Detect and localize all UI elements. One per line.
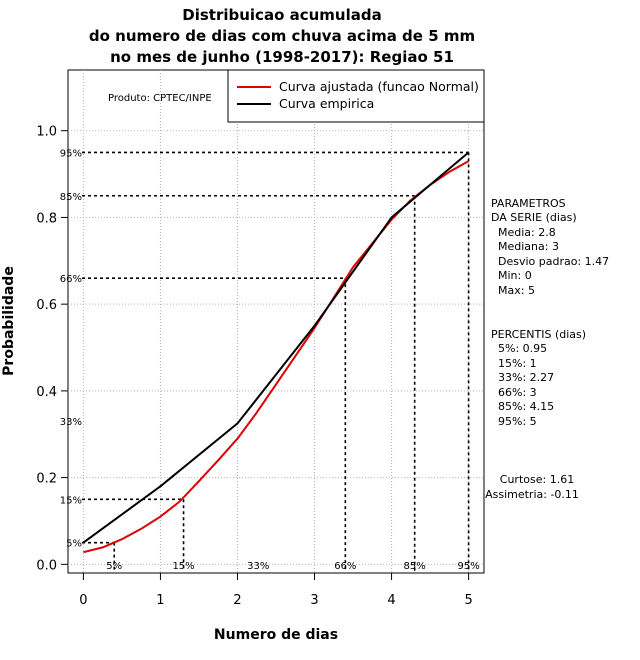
param-max: Max: 5	[498, 284, 535, 297]
y-tick-label: 0.8	[36, 211, 57, 226]
x-tick-label: 1	[156, 593, 164, 608]
legend: Curva ajustada (funcao Normal) Curva emp…	[227, 69, 485, 123]
percentile-y-label: 66%	[60, 274, 82, 285]
param-header-line-2: DA SERIE (dias)	[491, 211, 577, 224]
x-tick-label: 5	[464, 593, 472, 608]
percentile-y-label: 15%	[60, 495, 82, 506]
perc-15: 15%: 1	[498, 357, 537, 370]
param-min: Min: 0	[498, 269, 532, 282]
param-media: Media: 2.8	[498, 226, 556, 239]
stat-curtose: Curtose: 1.61	[500, 473, 574, 486]
fitted-normal-curve	[83, 160, 470, 554]
grid	[68, 70, 484, 573]
percentile-x-label: 15%	[172, 561, 194, 572]
legend-label-fitted: Curva ajustada (funcao Normal)	[279, 79, 479, 94]
perc-66: 66%: 3	[498, 386, 537, 399]
plot-area	[67, 69, 485, 574]
percentile-x-label: 85%	[404, 561, 426, 572]
legend-box	[227, 69, 485, 123]
y-axis-label: Probabilidade	[1, 266, 17, 376]
series-lines	[82, 151, 470, 554]
percentiles-panel: PERCENTIS (dias) 5%: 0.95 15%: 1 33%: 2.…	[491, 328, 586, 428]
legend-label-empirical: Curva empirica	[279, 96, 374, 111]
y-tick-label: 0.2	[36, 472, 57, 487]
x-tick-label: 2	[233, 593, 241, 608]
perc-85: 85%: 4.15	[498, 400, 554, 413]
shape-stats-panel: Curtose: 1.61 Assimetria: -0.11	[485, 473, 579, 501]
percentile-y-label: 95%	[60, 148, 82, 159]
percentile-x-label: 33%	[247, 561, 269, 572]
percentile-lines: 5% 5% 15% 15% 33% 33% 66% 66% 85% 85% 95% 95%	[60, 148, 480, 572]
percentile-x-label: 5%	[106, 561, 122, 572]
percentile-y-label: 33%	[60, 417, 82, 428]
percentile-y-label: 5%	[66, 539, 82, 550]
perc-33: 33%: 2.27	[498, 371, 554, 384]
producer-note: Produto: CPTEC/INPE	[108, 93, 212, 104]
chart-title-line-2: do numero de dias com chuva acima de 5 m…	[89, 27, 475, 45]
chart-title-line-3: no mes de junho (1998-2017): Regiao 51	[110, 48, 454, 66]
y-tick-label: 0.6	[36, 298, 57, 313]
y-tick-label: 0.4	[36, 385, 57, 400]
empirical-curve	[82, 151, 470, 544]
percentile-x-label: 66%	[334, 561, 356, 572]
percentile-y-label: 85%	[60, 192, 82, 203]
y-tick-label: 0.0	[36, 558, 57, 573]
param-header-line-1: PARAMETROS	[491, 197, 566, 210]
x-tick-label: 0	[79, 593, 87, 608]
stat-assimetria: Assimetria: -0.11	[485, 488, 579, 501]
x-tick-label: 4	[387, 593, 395, 608]
perc-95: 95%: 5	[498, 415, 537, 428]
perc-header: PERCENTIS (dias)	[491, 328, 586, 341]
axis-ticks: 0 1 2 3 4 5 0.0 0.2 0.4 0.6 0.8 1.0	[36, 125, 472, 608]
param-mediana: Mediana: 3	[498, 240, 559, 253]
param-desvio: Desvio padrao: 1.47	[498, 255, 609, 268]
parameters-panel: PARAMETROS DA SERIE (dias) Media: 2.8 Me…	[491, 197, 609, 297]
chart-title-line-1: Distribuicao acumulada	[182, 6, 381, 24]
y-tick-label: 1.0	[36, 125, 57, 140]
perc-5: 5%: 0.95	[498, 342, 547, 355]
percentile-x-label: 95%	[457, 561, 479, 572]
x-tick-label: 3	[310, 593, 318, 608]
x-axis-label: Numero de dias	[214, 627, 338, 643]
